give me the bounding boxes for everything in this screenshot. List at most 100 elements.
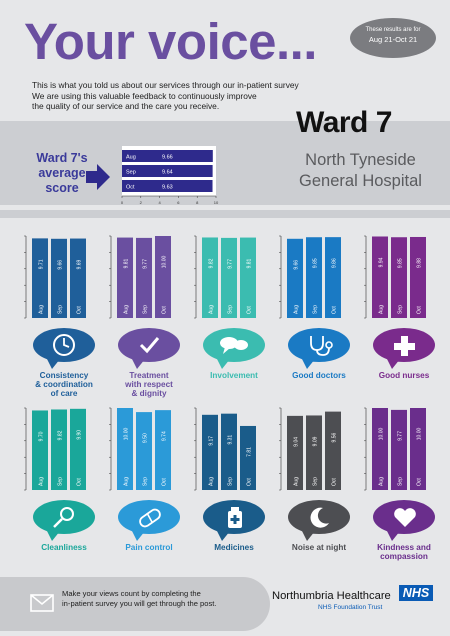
bar-value-label: 9.17	[209, 436, 215, 446]
category-bar-chart: 9.94 Aug 9.85 Sep 9.88 Oct	[364, 235, 426, 319]
category-label: Noise at night	[273, 543, 365, 552]
category-icon-bubble	[373, 328, 435, 369]
bar-aug	[287, 238, 303, 318]
category-icon-bubble	[203, 328, 265, 369]
bar-value-label: 9.70	[39, 431, 45, 441]
bar-oct	[155, 236, 171, 318]
bar-value-label: 9.90	[77, 430, 83, 440]
arrow-right-icon	[86, 164, 110, 190]
bar-month-label: Sep	[398, 477, 404, 486]
category-bar-chart: 9.71 Aug 9.66 Sep 9.69 Oct	[24, 235, 86, 319]
footer-text: Make your views count by completing the …	[62, 589, 262, 610]
org-name: Northumbria Healthcare	[272, 590, 391, 602]
heart-icon	[394, 508, 416, 527]
category-label-line: Pain control	[125, 543, 173, 552]
medicine-bottle-icon	[228, 507, 242, 528]
category-label-line: of care	[50, 389, 78, 399]
category-icon-bubble	[33, 500, 95, 541]
bar-month-label: Sep	[228, 305, 234, 314]
bar-month-label: Oct	[247, 306, 253, 314]
bar-month-label: Aug	[39, 477, 45, 486]
bar-aug	[117, 408, 133, 490]
average-score-label: Ward 7's average score	[36, 151, 88, 195]
bar-oct	[70, 238, 86, 318]
bar-value-label: 9.94	[379, 257, 385, 267]
bar-aug	[32, 410, 48, 490]
bar-oct	[240, 425, 256, 490]
intro-line: This is what you told us about our servi…	[32, 80, 299, 90]
bar-month-label: Sep	[58, 477, 64, 486]
category-bar-chart: 9.82 Aug 9.77 Sep 9.81 Oct	[194, 235, 256, 319]
bar-value-label: 10.00	[417, 428, 423, 441]
category-label: Good nurses	[358, 371, 450, 380]
page-title: Your voice...	[24, 13, 317, 70]
bar-value-label: 9.69	[77, 259, 83, 269]
x-tick-label: 6	[177, 200, 180, 205]
bar-sep	[51, 238, 67, 318]
cross-icon	[394, 336, 415, 356]
bar-value-label: 9.63	[162, 185, 173, 191]
bar-aug	[287, 415, 303, 490]
category-icon-bubble	[203, 500, 265, 541]
x-tick-label: 2	[140, 200, 143, 205]
bar-value-label: 9.82	[209, 258, 215, 268]
category-icon-bubble	[118, 500, 180, 541]
bar-month-label: Sep	[228, 477, 234, 486]
bar-month-label: Aug	[124, 477, 130, 486]
bar-value-label: 9.82	[58, 430, 64, 440]
bar-month-label: Oct	[417, 478, 423, 486]
bar-value-label: 9.77	[143, 259, 149, 269]
bar-month-label: Sep	[313, 477, 319, 486]
speech-bubbles-icon	[220, 337, 248, 354]
bar-oct	[410, 236, 426, 318]
bar-value-label: 7.81	[247, 447, 253, 457]
hospital-line-1: North Tyneside	[305, 151, 416, 169]
category-label: Kindness and compassion	[358, 543, 450, 561]
bar-aug	[117, 237, 133, 318]
bar-value-label: 9.04	[294, 437, 300, 447]
category-label-line: compassion	[380, 552, 428, 562]
bar-value-label: 9.86	[332, 258, 338, 268]
category-label: Consistency & coordination of care	[18, 371, 110, 398]
bar-oct	[325, 411, 341, 490]
bar-sep	[136, 412, 152, 490]
category-label: Good doctors	[273, 371, 365, 380]
hospital-name: North Tyneside General Hospital	[288, 150, 433, 193]
moon-icon	[310, 507, 329, 528]
bar-category-label: Aug	[126, 155, 136, 161]
bar-sep	[122, 165, 213, 177]
bar-value-label: 9.66	[58, 260, 64, 270]
bar-value-label: 9.81	[247, 258, 253, 268]
bar-month-label: Sep	[143, 477, 149, 486]
bar-value-label: 9.81	[124, 258, 130, 268]
category-label-line: Kindness and	[377, 543, 431, 552]
ward-name: Ward 7	[296, 106, 392, 139]
stethoscope-icon	[310, 336, 333, 356]
bar-value-label: 9.09	[313, 436, 319, 446]
bar-month-label: Oct	[77, 306, 83, 314]
bar-sep	[391, 237, 407, 318]
bar-month-label: Aug	[209, 305, 215, 314]
bar-sep	[306, 415, 322, 490]
bar-month-label: Sep	[58, 305, 64, 314]
x-tick-label: 8	[196, 200, 199, 205]
bar-month-label: Sep	[143, 305, 149, 314]
bar-category-label: Sep	[126, 170, 136, 176]
category-icon-bubble	[373, 500, 435, 541]
footer-line: in-patient survey you will get through t…	[62, 599, 217, 609]
bar-value-label: 9.88	[417, 258, 423, 268]
intro-text: This is what you told us about our servi…	[32, 80, 352, 112]
bar-month-label: Sep	[398, 305, 404, 314]
category-label-line: Cleanliness	[41, 543, 87, 552]
bar-month-label: Aug	[379, 477, 385, 486]
nhs-logo: NHS	[399, 585, 433, 601]
bar-month-label: Aug	[294, 477, 300, 486]
pill-icon	[139, 508, 161, 528]
header-band	[0, 121, 450, 205]
bar-month-label: Oct	[332, 478, 338, 486]
category-label-line: Treatment	[129, 371, 169, 380]
envelope-icon	[30, 594, 54, 612]
bar-value-label: 9.64	[162, 170, 173, 176]
category-bar-chart: 10.00 Aug 9.77 Sep 10.00 Oct	[364, 407, 426, 491]
bar-value-label: 9.77	[398, 431, 404, 441]
